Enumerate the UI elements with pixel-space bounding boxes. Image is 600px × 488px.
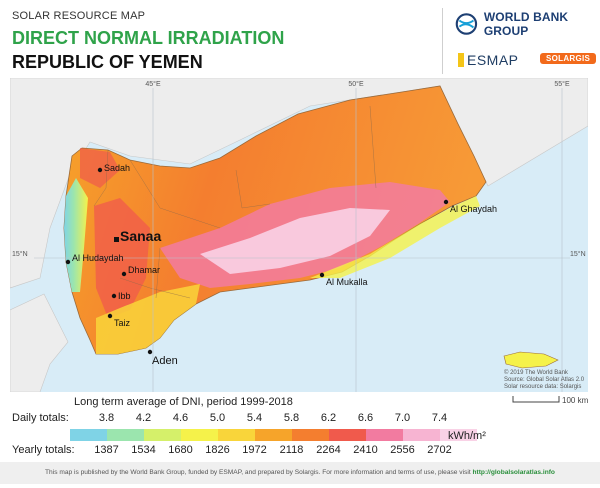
esmap-logo: ESMAP [458,52,519,68]
scale-bar [512,396,560,403]
esmap-name: ESMAP [467,52,519,68]
legend-swatch [329,429,366,441]
city-label-al-hudaydah: Al Hudaydah [72,253,124,263]
map-type-label: SOLAR RESOURCE MAP [12,10,146,22]
country-name: REPUBLIC OF YEMEN [12,52,203,72]
city-marker-aden [147,349,153,355]
yearly-totals-label: Yearly totals: [12,444,75,456]
yearly-value: 2264 [316,444,341,456]
graticule [34,88,570,392]
city-marker-taiz [107,313,113,319]
city-marker-al-ghaydah [443,199,449,205]
yearly-value: 2702 [427,444,452,456]
atlas-link[interactable]: http://globalsolaratlas.info [472,469,555,476]
city-marker-sadah [97,167,103,173]
esmap-mark-icon [458,53,464,67]
legend-swatch [255,429,292,441]
world-bank-name: WORLD BANK GROUP [483,10,569,38]
legend-swatch [403,429,440,441]
legend-swatch [70,429,107,441]
yearly-value: 1826 [205,444,230,456]
daily-value: 7.0 [394,412,411,424]
city-label-sadah: Sadah [104,163,130,173]
daily-value: 6.6 [357,412,374,424]
daily-value: 4.2 [135,412,152,424]
credit-line-2: Source: Global Solar Atlas 2.0 [504,377,585,383]
legend-color-bar [70,429,477,441]
world-bank-logo: WORLD BANK GROUP [455,10,600,38]
lat-label-east: 15°N [570,250,586,258]
city-marker-al-mukalla [319,272,325,278]
globe-icon [455,13,478,35]
admin-boundaries [93,105,377,299]
daily-value: 3.8 [98,412,115,424]
legend-swatch [440,429,477,441]
yearly-value: 1680 [168,444,193,456]
capital-marker-sanaa [114,237,119,242]
footer-text: This map is published by the World Bank … [45,469,471,476]
city-marker-ibb [111,293,117,299]
legend-swatch [181,429,218,441]
city-label-ibb: Ibb [118,291,131,301]
horn-of-africa [10,293,69,392]
neighbouring-land [10,78,588,289]
map-title: DIRECT NORMAL IRRADIATION [12,28,285,48]
daily-values: 3.8 4.2 4.6 5.0 5.4 5.8 6.2 6.6 7.0 7.4 [88,412,458,424]
socotra-island [503,351,559,369]
credit-line-3: Solar resource data: Solargis [504,384,581,390]
legend-swatch [144,429,181,441]
city-marker-dhamar [121,271,127,277]
yearly-values: 1387 1534 1680 1826 1972 2118 2264 2410 … [88,444,458,456]
scale-label: 100 km [562,396,589,405]
coastal-low-dni-zone [64,178,88,292]
eastern-coast-zone [310,196,480,278]
yearly-value: 2410 [353,444,378,456]
dni-map: 45°E 50°E 55°E 15°N 15°N Sadah Sanaa Al … [10,78,588,392]
daily-value: 5.8 [283,412,300,424]
southern-yellow-zone [96,284,200,354]
lon-label-45: 45°E [145,80,161,88]
yearly-value: 2118 [279,444,304,456]
city-marker-al-hudaydah [65,259,71,265]
city-label-sanaa: Sanaa [120,228,161,244]
legend-swatch [292,429,329,441]
yearly-value: 2556 [390,444,415,456]
lat-label-west: 15°N [12,250,28,258]
legend-title: Long term average of DNI, period 1999-20… [74,396,293,408]
header-divider [442,8,443,74]
daily-value: 7.4 [431,412,448,424]
lon-label-55: 55°E [554,80,570,88]
legend-swatch [366,429,403,441]
yearly-value: 1534 [131,444,156,456]
daily-value: 6.2 [320,412,337,424]
city-label-taiz: Taiz [114,318,131,328]
daily-value: 5.4 [246,412,263,424]
city-label-al-ghaydah: Al Ghaydah [450,204,497,214]
city-label-al-mukalla: Al Mukalla [326,277,368,287]
city-label-dhamar: Dhamar [128,265,160,275]
lon-label-50: 50°E [348,80,364,88]
legend-unit: kWh/m² [448,430,486,442]
solargis-logo: SOLARGIS [540,53,597,64]
footer: This map is published by the World Bank … [0,462,600,484]
yearly-value: 1972 [242,444,267,456]
credit-line-1: © 2019 The World Bank [504,369,569,376]
peak-dni-zone [200,208,390,274]
daily-value: 5.0 [209,412,226,424]
daily-totals-label: Daily totals: [12,412,69,424]
daily-value: 4.6 [172,412,189,424]
legend-swatch [218,429,255,441]
city-label-aden: Aden [152,355,178,367]
legend-swatch [107,429,144,441]
yearly-value: 1387 [94,444,119,456]
